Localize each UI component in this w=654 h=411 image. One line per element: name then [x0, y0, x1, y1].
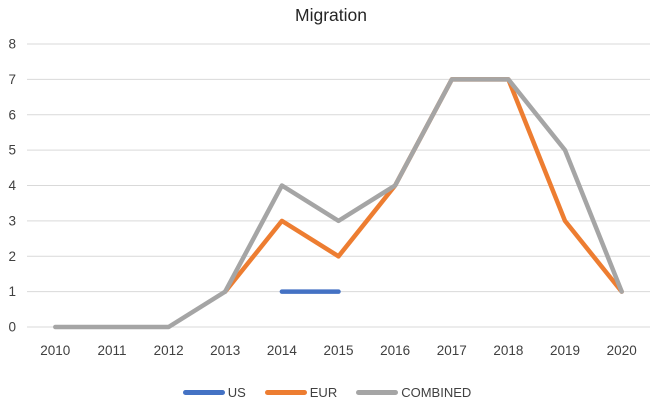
y-axis-tick-label: 4	[8, 178, 16, 193]
legend: US EUR COMBINED	[0, 381, 654, 403]
gridlines	[27, 43, 650, 328]
y-axis-tick-label: 5	[8, 143, 16, 158]
y-axis-tick-labels: 0 1 2 3 4 5 6 7 8	[8, 37, 16, 335]
x-axis-tick-label: 2012	[154, 343, 184, 358]
x-axis-tick-label: 2020	[607, 343, 637, 358]
y-axis-tick-label: 7	[8, 72, 16, 87]
y-axis-tick-label: 1	[8, 284, 16, 299]
chart-title: Migration	[295, 5, 367, 25]
legend-label: EUR	[309, 384, 338, 400]
x-axis-tick-label: 2015	[323, 343, 353, 358]
x-axis-tick-label: 2011	[97, 343, 126, 358]
y-axis-tick-label: 2	[8, 249, 16, 264]
x-axis-tick-label: 2019	[550, 343, 580, 358]
legend-swatch-us	[182, 389, 225, 395]
x-axis-tick-label: 2018	[493, 343, 523, 358]
legend-item-eur: EUR	[264, 384, 338, 400]
x-axis-tick-label: 2013	[210, 343, 240, 358]
series-lines	[53, 77, 624, 330]
x-axis-tick-label: 2010	[40, 343, 70, 358]
series-line-combined	[53, 77, 624, 330]
x-axis-tick-label: 2016	[380, 343, 410, 358]
legend-item-combined: COMBINED	[356, 385, 471, 400]
legend-label: US	[227, 384, 246, 400]
x-axis-tick-label: 2014	[267, 343, 298, 358]
legend-swatch-combined	[356, 389, 399, 395]
y-axis-tick-label: 0	[8, 320, 16, 335]
y-axis-tick-label: 3	[8, 213, 16, 228]
legend-swatch-eur	[264, 389, 307, 395]
y-axis-tick-label: 6	[8, 107, 16, 122]
legend-item-us: US	[182, 384, 246, 400]
x-axis-tick-labels: 2010 2011 2012 2013 2014 2015 2016 2017 2018 2019…	[40, 343, 636, 358]
x-axis-tick-label: 2017	[437, 343, 467, 358]
y-axis-tick-label: 8	[8, 37, 16, 52]
legend-label: COMBINED	[401, 384, 472, 400]
